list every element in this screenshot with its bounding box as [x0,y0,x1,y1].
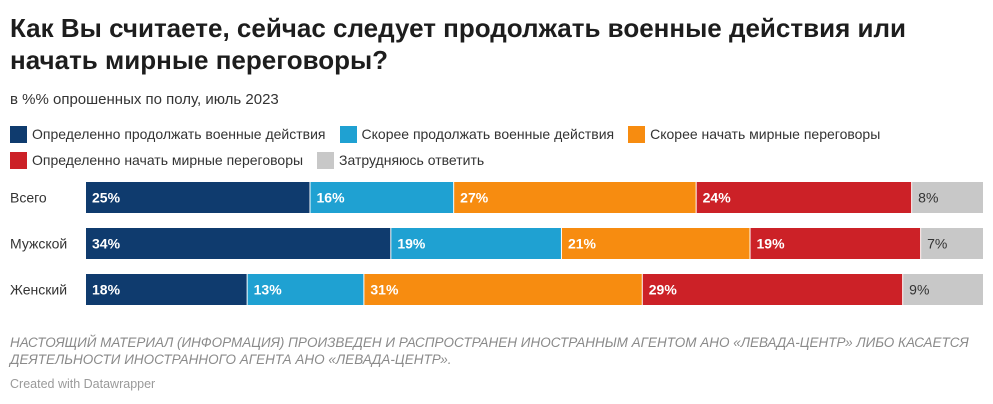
data-label: 21% [568,236,597,252]
bar-segment [903,274,983,305]
data-label: 34% [92,236,121,252]
bar-segment [310,182,454,213]
category-label: Женский [10,282,67,298]
bar-segment [642,274,903,305]
legend-label: Затрудняюсь ответить [339,152,485,168]
bar-segment [921,228,983,259]
data-label: 16% [317,190,346,206]
chart-title: Как Вы считаете, сейчас следует продолжа… [10,13,906,75]
bar-segment [391,228,561,259]
bar-segment [86,228,391,259]
data-label: 9% [909,282,929,298]
legend-swatch [628,125,646,143]
data-label: 7% [927,236,947,252]
data-label: 31% [370,282,399,298]
data-label: 19% [397,236,426,252]
bar-segment [364,274,642,305]
bar-segment [247,274,364,305]
legend-swatch [317,151,335,169]
data-label: 18% [92,282,121,298]
chart-legend: Определенно продолжать военные действия С… [10,124,985,170]
legend-item: Определенно продолжать военные действия [10,124,326,144]
bar-segment [86,182,310,213]
legend-item: Затрудняюсь ответить [317,150,484,170]
legend-item: Скорее начать мирные переговоры [628,124,880,144]
bar-segment [86,274,247,305]
chart-subtitle: в %% опрошенных по полу, июль 2023 [10,91,279,108]
bar-segment [912,182,983,213]
data-label: 13% [254,282,283,298]
legend-swatch [10,151,27,169]
category-label: Всего [10,190,47,206]
foreign-agent-notice: НАСТОЯЩИЙ МАТЕРИАЛ (ИНФОРМАЦИЯ) ПРОИЗВЕД… [10,335,969,367]
data-label: 25% [92,190,121,206]
data-label: 19% [757,236,786,252]
bar-segment [454,182,696,213]
legend-swatch [339,125,357,143]
datawrapper-credit: Created with Datawrapper [10,377,156,391]
bar-segment [561,228,750,259]
legend-swatch [10,125,27,143]
stacked-bar-chart: Всего 25% 16% 27% 24% 8% Мужской 34% 19% 21% 19% 7%… [10,182,983,305]
legend-label: Определенно начать мирные переговоры [32,152,304,168]
bar-segment [696,182,912,213]
legend-label: Определенно продолжать военные действия [32,126,326,142]
category-label: Мужской [10,236,67,252]
data-label: 29% [649,282,678,298]
bar-segment [750,228,921,259]
data-label: 24% [703,190,732,206]
legend-item: Определенно начать мирные переговоры [10,150,303,170]
legend-item: Скорее продолжать военные действия [339,124,615,144]
legend-label: Скорее продолжать военные действия [361,126,615,142]
data-label: 8% [918,190,938,206]
legend-label: Скорее начать мирные переговоры [650,126,881,142]
data-label: 27% [460,190,489,206]
